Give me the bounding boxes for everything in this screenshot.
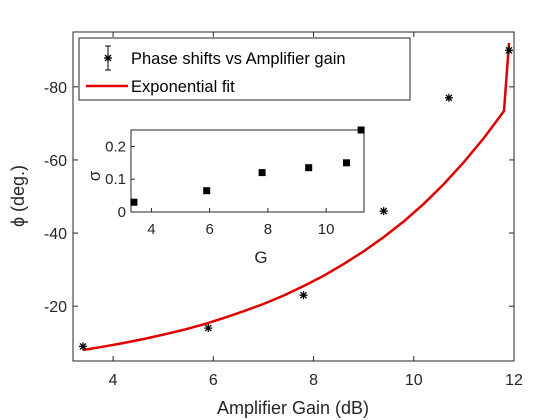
legend-item-phase-shifts: Phase shifts vs Amplifier gain <box>104 45 346 71</box>
main-ticks: 4 6 8 10 12 -20 -40 -60 -80 <box>44 32 523 389</box>
legend-item-exponential-fit: Exponential fit <box>86 78 235 96</box>
inset-x-tick-label: 4 <box>147 221 155 238</box>
main-data-point <box>204 324 213 333</box>
inset-data-point <box>130 198 138 206</box>
main-data-point <box>444 93 453 102</box>
main-y-tick-label: -40 <box>44 226 67 243</box>
inset-data-point <box>343 159 350 167</box>
main-data-point <box>379 207 388 216</box>
main-data-point <box>505 46 513 55</box>
main-data-point <box>79 342 87 351</box>
main-x-tick-label: 4 <box>109 372 118 389</box>
inset-data-point <box>258 169 266 177</box>
inset-data-point <box>357 126 365 134</box>
inset-plot-area <box>130 129 365 213</box>
inset-data-point <box>203 187 211 195</box>
legend-label-exponential-fit: Exponential fit <box>131 78 235 96</box>
main-data-point <box>299 291 308 300</box>
main-x-tick-label: 10 <box>405 372 423 389</box>
main-y-tick-label: -20 <box>44 299 67 316</box>
inset-data-points <box>130 126 365 206</box>
legend: Phase shifts vs Amplifier gain Exponenti… <box>78 37 411 101</box>
inset-y-axis-label: σ <box>85 170 104 181</box>
main-x-tick-label: 6 <box>209 372 218 389</box>
exponential-fit-line <box>82 42 511 352</box>
inset-axes: 4 6 8 10 0 0.1 0.2 G σ <box>85 126 365 267</box>
inset-x-tick-label: 10 <box>318 221 335 238</box>
inset-y-tick-label: 0 <box>118 204 126 221</box>
main-data-points <box>79 46 513 351</box>
legend-marker-asterisk-errorbar <box>104 45 112 71</box>
legend-box <box>78 37 411 101</box>
inset-y-tick-label: 0.2 <box>105 138 126 155</box>
main-x-axis-label: Amplifier Gain (dB) <box>217 398 369 418</box>
inset-y-tick-label: 0.1 <box>105 171 126 188</box>
inset-x-tick-label: 8 <box>264 221 272 238</box>
main-x-tick-label: 12 <box>505 372 523 389</box>
main-y-tick-label: -60 <box>44 153 67 170</box>
legend-label-phase-shifts: Phase shifts vs Amplifier gain <box>131 50 346 68</box>
main-y-axis-label: ϕ (deg.) <box>8 165 28 227</box>
main-y-tick-label: -80 <box>44 80 67 97</box>
inset-x-tick-label: 6 <box>205 221 213 238</box>
inset-ticks: 4 6 8 10 0 0.1 0.2 <box>105 138 334 238</box>
inset-x-axis-label: G <box>254 248 267 267</box>
main-x-tick-label: 8 <box>309 372 318 389</box>
inset-data-point <box>305 164 313 172</box>
